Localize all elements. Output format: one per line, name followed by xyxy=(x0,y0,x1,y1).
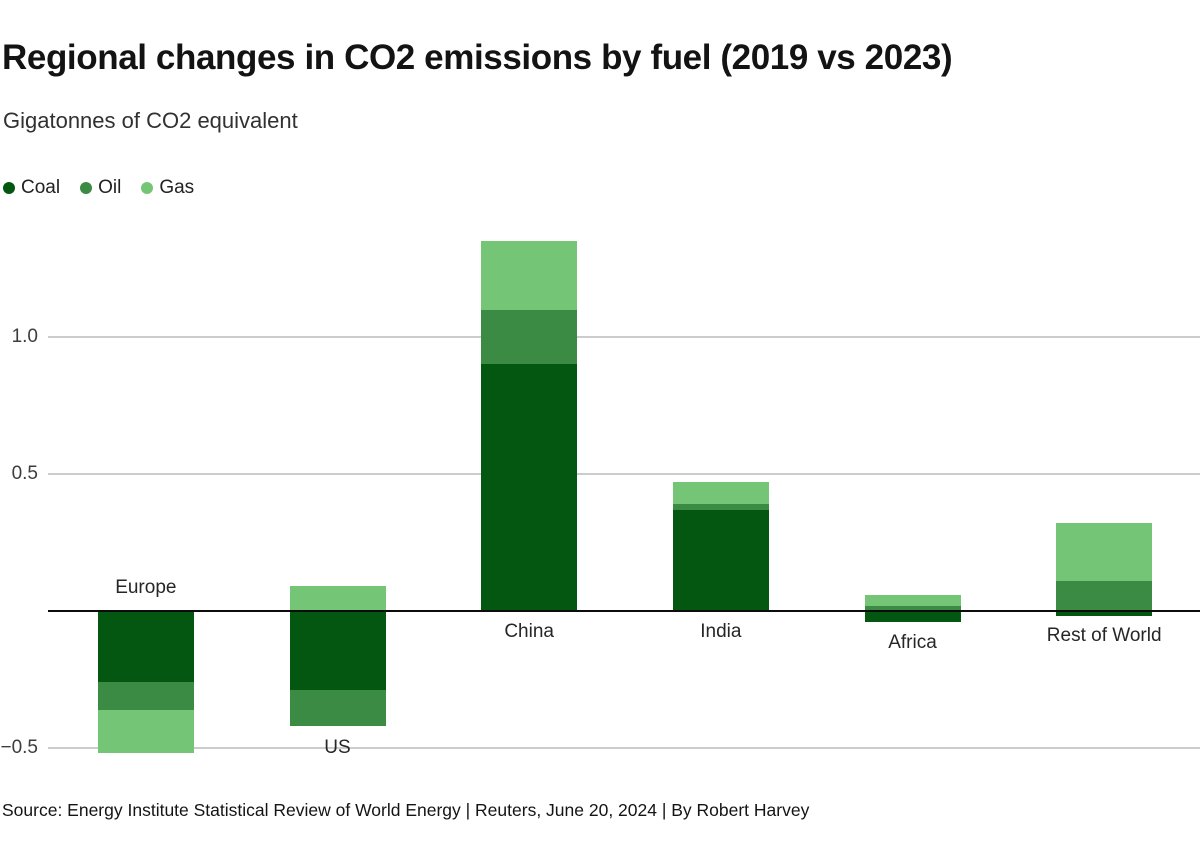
bar-segment-rest-of-world-oil xyxy=(1056,580,1153,611)
bar-segment-china-gas xyxy=(481,241,578,310)
bar-segment-europe-gas xyxy=(97,709,194,754)
bar-segment-africa-oil xyxy=(864,605,961,611)
bar-segment-europe-oil xyxy=(97,682,194,710)
y-tick-label: −0.5 xyxy=(0,737,38,758)
legend-dot-icon xyxy=(141,182,154,194)
bar-segment-rest-of-world-gas xyxy=(1056,523,1153,581)
bar-segment-us-oil xyxy=(289,690,386,727)
category-label: Africa xyxy=(888,632,937,653)
y-tick-label: 0.5 xyxy=(11,463,38,484)
category-label: Europe xyxy=(115,577,177,598)
chart-title: Regional changes in CO2 emissions by fue… xyxy=(2,38,953,77)
bar-segment-rest-of-world-coal xyxy=(1056,611,1153,617)
legend-label: Coal xyxy=(21,177,61,198)
category-label: US xyxy=(324,737,351,758)
x-axis-line xyxy=(48,610,1200,612)
category-label: Rest of World xyxy=(1046,625,1162,646)
chart-subtitle: Gigatonnes of CO2 equivalent xyxy=(3,108,298,133)
y-tick-label: 1.0 xyxy=(11,326,38,347)
legend-label: Gas xyxy=(159,177,195,198)
legend-item-oil: Oil xyxy=(80,177,121,199)
bar-segment-india-oil xyxy=(672,504,769,510)
bar-segment-india-coal xyxy=(672,509,769,611)
gridline xyxy=(48,336,1200,338)
category-label: China xyxy=(504,621,554,642)
bar-segment-china-oil xyxy=(481,309,578,365)
legend-item-coal: Coal xyxy=(3,177,60,199)
bar-segment-china-coal xyxy=(481,364,578,611)
legend-dot-icon xyxy=(3,182,15,194)
gridline xyxy=(48,747,1200,749)
bar-segment-us-gas xyxy=(289,586,386,611)
chart-legend: Coal Oil Gas xyxy=(3,177,194,199)
gridline xyxy=(48,473,1200,475)
bar-segment-india-gas xyxy=(672,482,769,505)
bar-segment-africa-gas xyxy=(864,594,961,606)
bar-segment-africa-coal xyxy=(864,611,961,622)
source-attribution: Source: Energy Institute Statistical Rev… xyxy=(2,800,810,820)
bar-segment-us-coal xyxy=(289,611,386,691)
legend-dot-icon xyxy=(80,182,93,194)
legend-label: Oil xyxy=(98,177,122,198)
category-label: India xyxy=(700,621,742,642)
legend-item-gas: Gas xyxy=(141,177,194,199)
bar-segment-europe-coal xyxy=(97,611,194,683)
